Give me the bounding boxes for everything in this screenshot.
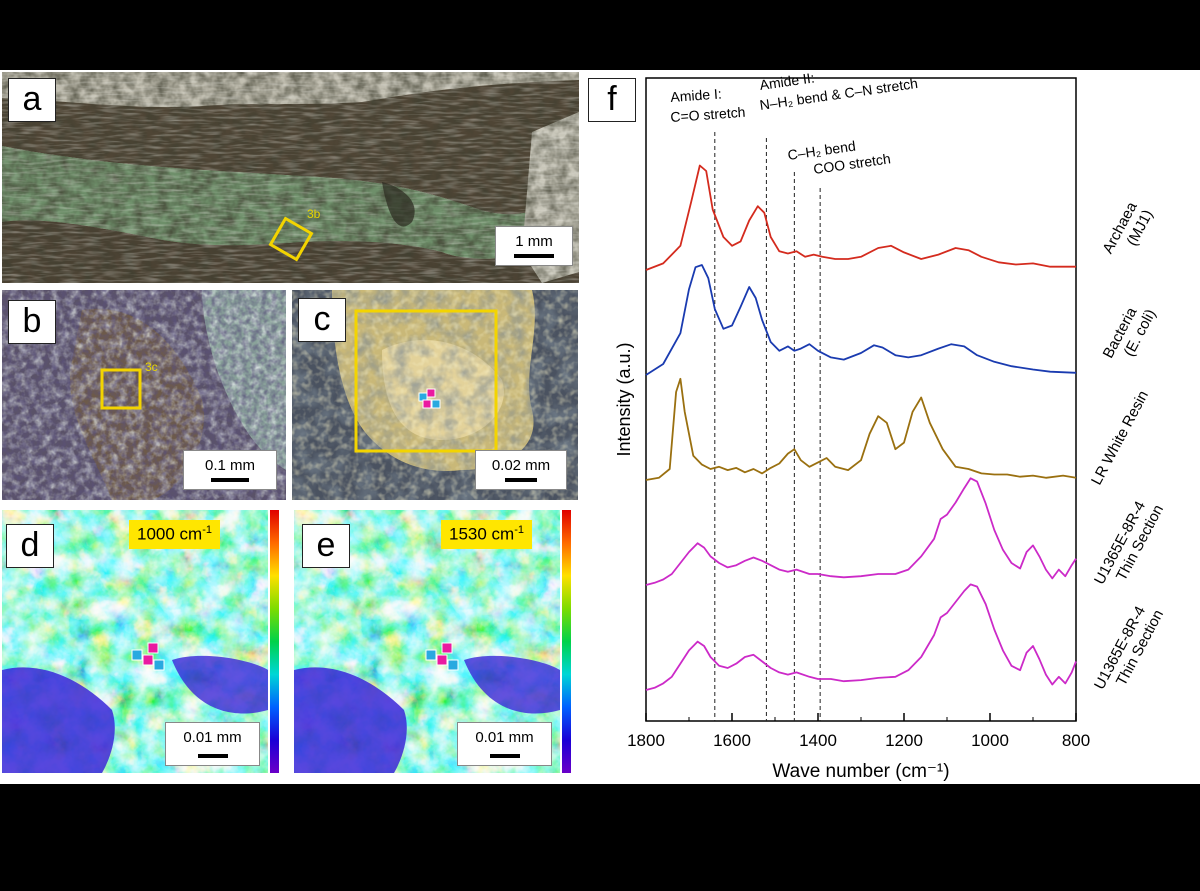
band-annotation: Amide II: [759, 70, 816, 93]
spectrum-line [645, 583, 1077, 691]
scale-bar-e: 0.01 mm [457, 722, 552, 766]
spectra-chart: 1800 1600 1400 1200 1000 800 Wave number (cm⁻¹… [614, 69, 1167, 782]
scale-bar-c: 0.02 mm [475, 450, 567, 490]
y-axis-label: Intensity (a.u.) [614, 342, 634, 456]
panel-a-image [2, 72, 579, 283]
x-tick-label: 1000 [971, 731, 1009, 750]
x-tick-label: 1600 [713, 731, 751, 750]
x-tick-label: 1200 [885, 731, 923, 750]
colorbar-d [270, 510, 279, 773]
wavenumber-label-d: 1000 cm-1 [129, 520, 220, 549]
spot-markers-e [425, 642, 459, 671]
inset-label-3b: 3b [307, 207, 321, 221]
wavenumber-label-e: 1530 cm-1 [441, 520, 532, 549]
colorbar-e [562, 510, 571, 773]
panel-letter-e: e [302, 524, 350, 568]
panel-b-micrograph: b 3c 0.1 mm [2, 290, 286, 500]
inset-box-3b [268, 216, 314, 262]
panel-letter-c: c [298, 298, 346, 342]
scale-bar-d: 0.01 mm [165, 722, 260, 766]
series-label: LR White Resin [1088, 388, 1152, 488]
x-axis-label: Wave number (cm⁻¹) [772, 761, 949, 782]
spectrum-line [645, 264, 1077, 376]
panel-f-spectra: f 1800 1600 1400 1200 1000 800 Wave number (cm… [584, 69, 1200, 784]
band-annotation: C=O stretch [670, 104, 746, 125]
panel-a-micrograph: a 3b 1 mm [2, 72, 579, 283]
scale-label-b: 0.1 mm [204, 457, 255, 474]
inset-box-3c [100, 368, 142, 410]
x-tick-label: 1400 [799, 731, 837, 750]
panel-c-micrograph: c 0.02 mm [292, 290, 578, 500]
scale-label-c: 0.02 mm [491, 457, 551, 474]
panel-letter-a: a [8, 78, 56, 122]
plot-frame [645, 77, 1077, 722]
spectrum-line [645, 477, 1077, 586]
scale-label-e: 0.01 mm [475, 729, 534, 746]
inset-label-3c: 3c [145, 360, 158, 374]
x-tick-label: 1800 [627, 731, 665, 750]
scale-bar-b: 0.1 mm [183, 450, 277, 490]
region-box-c [354, 309, 498, 453]
band-annotation: Amide I: [670, 85, 722, 105]
spectrum-line [645, 164, 1076, 271]
scale-label-d: 0.01 mm [183, 729, 242, 746]
x-tick-label: 800 [1062, 731, 1090, 750]
spot-markers-d [131, 642, 165, 671]
panel-letter-f: f [588, 78, 636, 122]
panel-d-raman-map: d 1000 cm-1 0.01 mm [2, 510, 287, 773]
spot-markers-c [418, 388, 441, 409]
scale-label-a: 1 mm [515, 233, 553, 250]
panel-letter-d: d [6, 524, 54, 568]
panel-e-raman-map: e 1530 cm-1 0.01 mm [294, 510, 579, 773]
spectrum-line [645, 377, 1077, 481]
scale-bar-a: 1 mm [495, 226, 573, 266]
panel-letter-b: b [8, 300, 56, 344]
figure: a 3b 1 mm b 3c 0.1 mm [0, 69, 1200, 784]
